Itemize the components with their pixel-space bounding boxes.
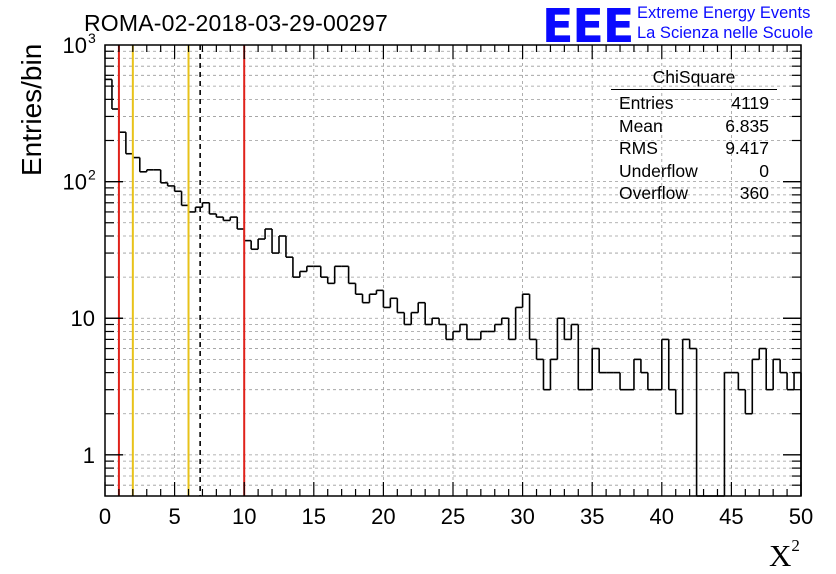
stats-row-entries: Entries 4119 [611, 92, 777, 115]
x-axis-label-exponent: 2 [791, 536, 800, 555]
x-tick-label: 40 [650, 504, 674, 529]
y-tick-label: 10 [63, 33, 87, 58]
eee-logo: EEE [542, 0, 634, 53]
stats-row-rms: RMS 9.417 [611, 137, 777, 160]
y-tick-label: 1 [83, 443, 95, 468]
chart-title: ROMA-02-2018-03-29-00297 [84, 10, 388, 36]
y-tick-label-exponent: 3 [88, 30, 96, 46]
stats-label: Overflow [619, 183, 689, 203]
stats-value: 360 [739, 183, 769, 203]
stats-value: 0 [759, 160, 769, 181]
y-tick-label-exponent: 2 [88, 167, 96, 183]
stats-value: 4119 [731, 93, 769, 113]
stats-label: Underflow [619, 160, 698, 181]
stats-value: 6.835 [725, 115, 769, 136]
grid-lines [105, 45, 801, 496]
stats-row-overflow: Overflow 360 [611, 182, 777, 205]
org-name-line1: Extreme Energy Events [637, 4, 811, 22]
x-tick-label: 5 [168, 504, 180, 529]
org-name-line2: La Scienza nelle Scuole [637, 24, 814, 42]
marker-lines [117, 45, 246, 496]
stats-row-mean: Mean 6.835 [611, 115, 777, 138]
x-axis-label: X2 [769, 536, 800, 574]
stats-value: 9.417 [725, 138, 769, 158]
stats-box-title: ChiSquare [611, 67, 777, 90]
stats-label: Entries [619, 93, 674, 113]
x-tick-label: 45 [719, 504, 743, 529]
stats-label: RMS [619, 138, 658, 158]
axis-ticks [104, 45, 802, 496]
histogram-series [105, 78, 802, 497]
x-tick-label: 10 [232, 504, 256, 529]
x-tick-label: 35 [580, 504, 604, 529]
x-tick-label: 0 [99, 504, 111, 529]
x-axis-label-base: X [769, 538, 792, 573]
stats-row-underflow: Underflow 0 [611, 160, 777, 183]
x-tick-label: 25 [441, 504, 465, 529]
stats-label: Mean [619, 115, 663, 136]
y-tick-label: 10 [71, 306, 95, 331]
x-tick-label: 15 [302, 504, 326, 529]
x-tick-label: 50 [789, 504, 813, 529]
x-tick-label: 20 [371, 504, 395, 529]
stats-box: ChiSquare Entries 4119 Mean 6.835 RMS 9.417… [611, 67, 777, 205]
x-tick-label: 30 [510, 504, 534, 529]
y-tick-label: 10 [63, 170, 87, 195]
